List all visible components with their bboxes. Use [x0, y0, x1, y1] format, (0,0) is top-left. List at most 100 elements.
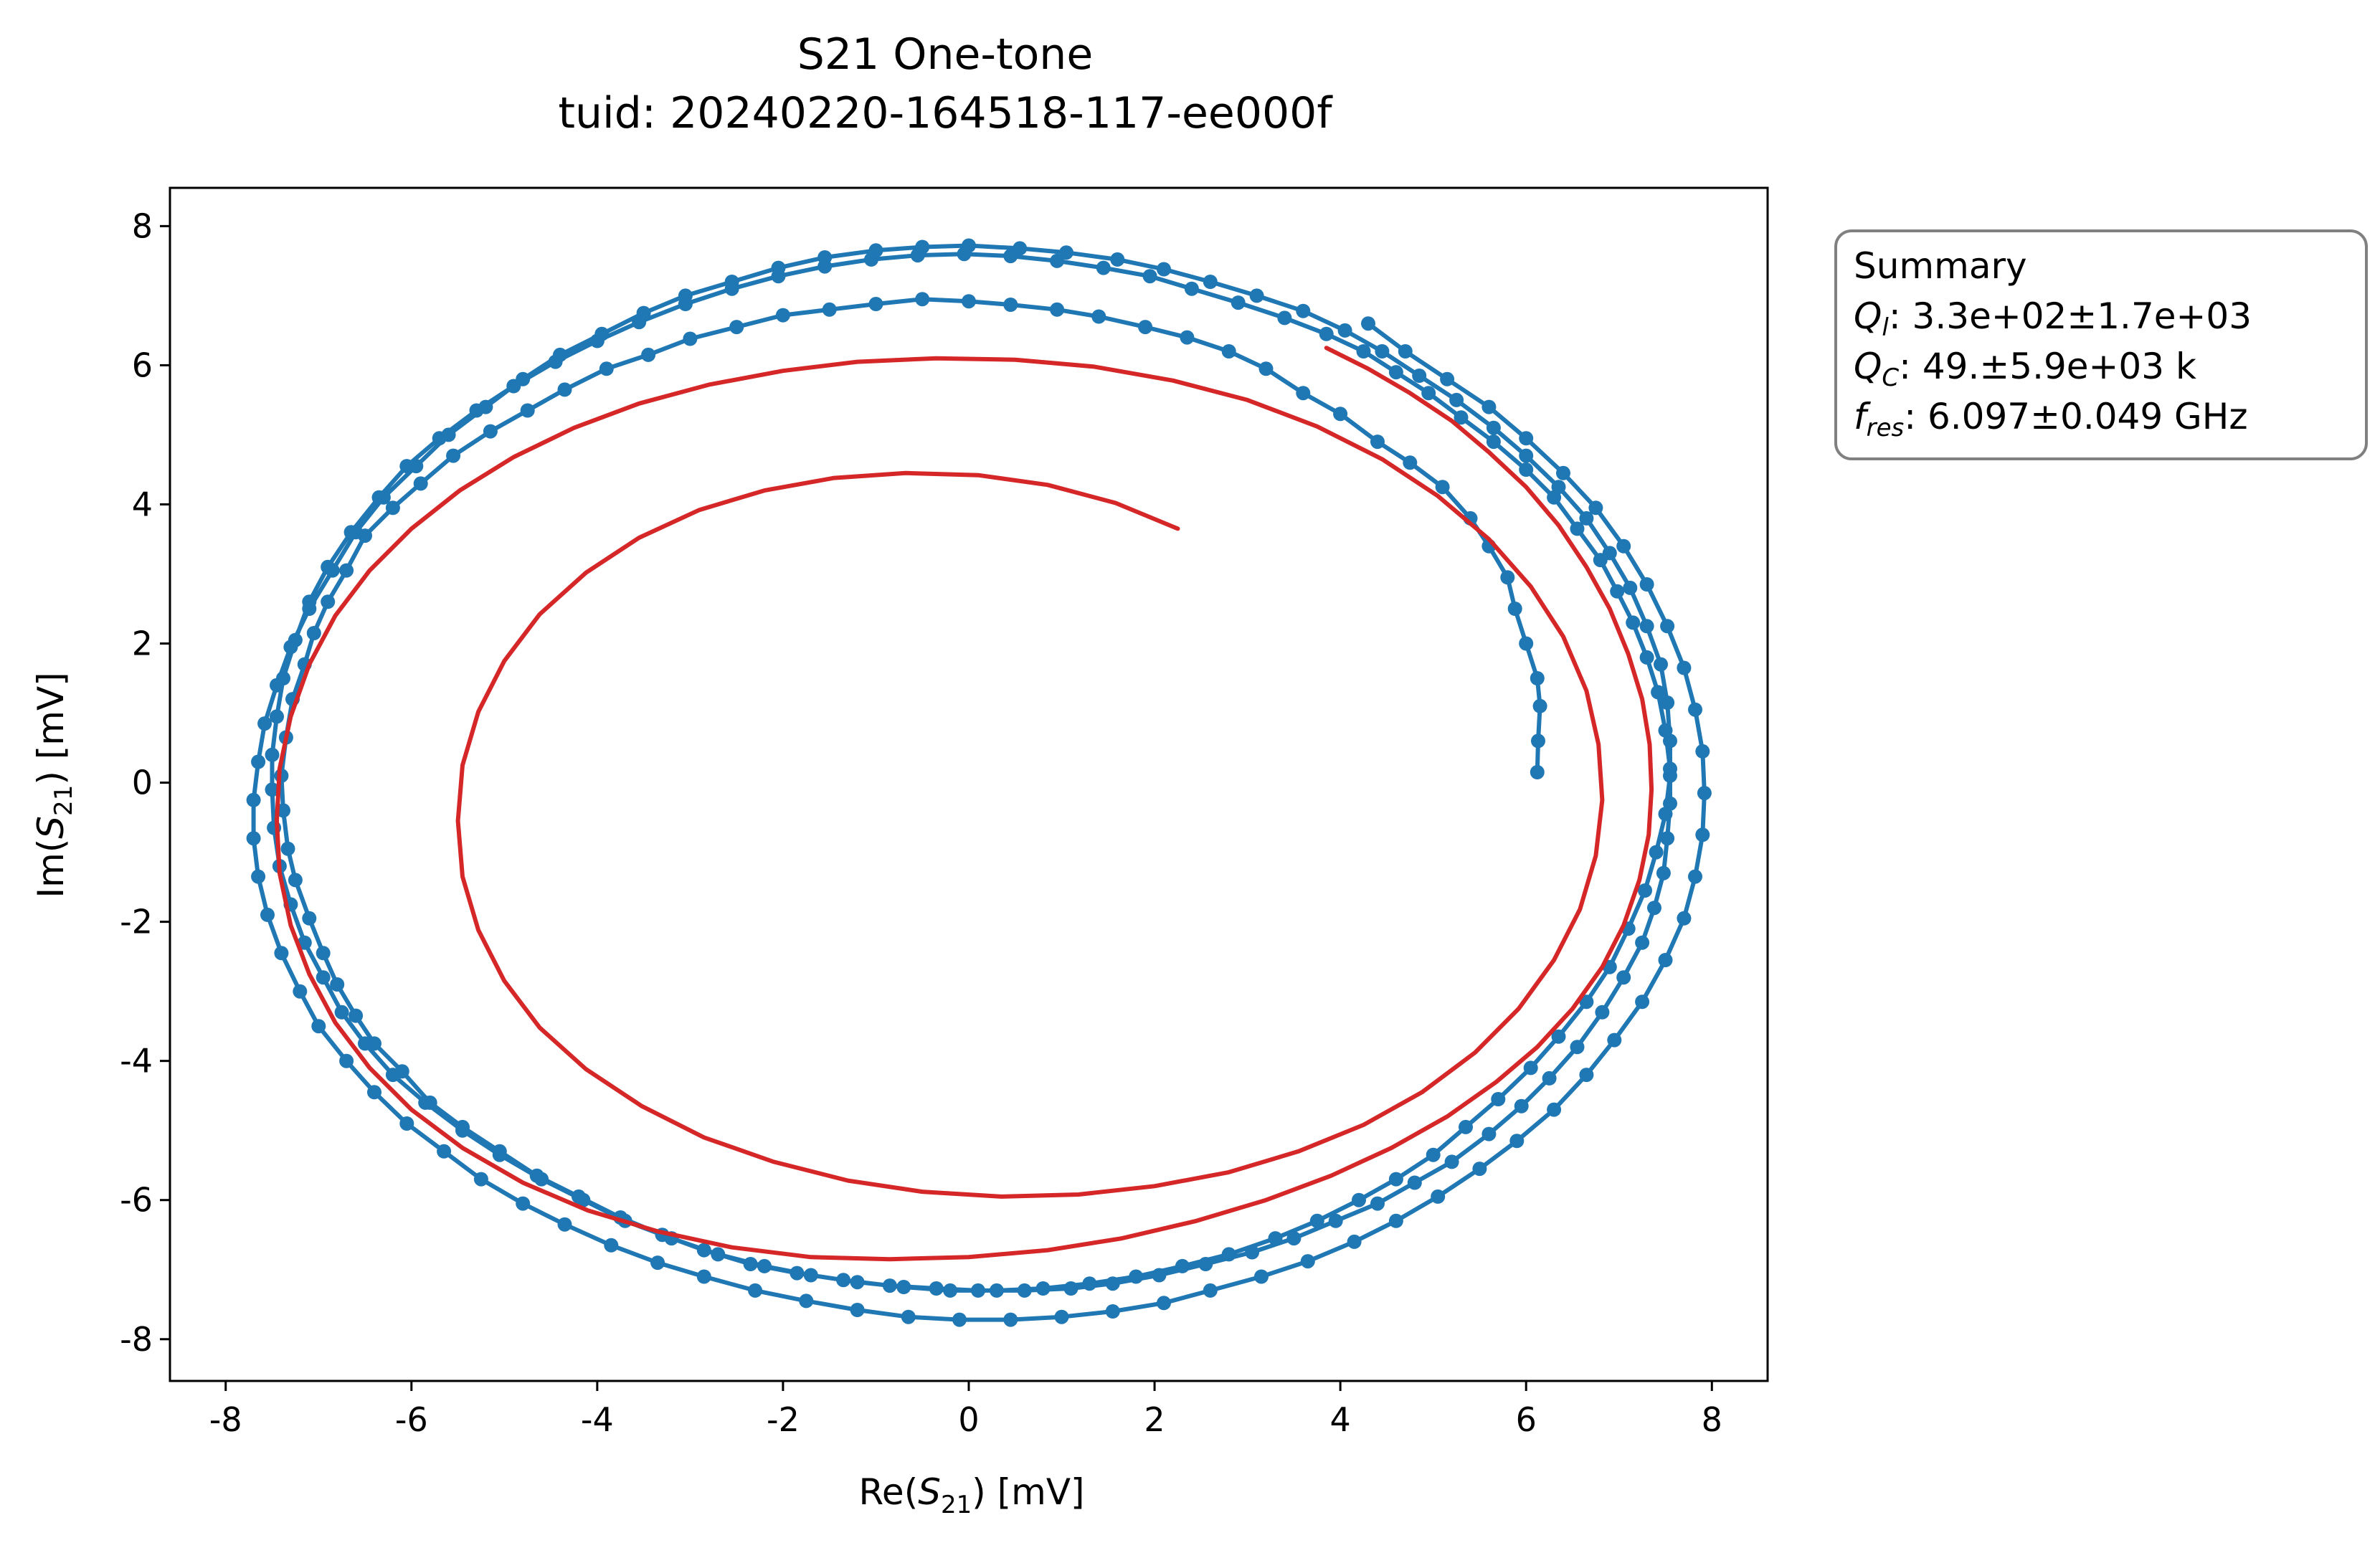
summary-line-fres: fres: 6.097±0.049 GHz — [1854, 396, 2248, 442]
data-point — [1407, 1175, 1422, 1190]
x-tick-label: 2 — [1144, 1400, 1165, 1439]
data-point — [1532, 698, 1547, 713]
data-point — [473, 1172, 488, 1187]
data-point — [260, 907, 275, 922]
data-point — [1328, 1213, 1343, 1228]
data-point — [757, 1258, 772, 1273]
data-point — [1507, 602, 1522, 616]
data-point — [1677, 660, 1692, 675]
data-point — [1198, 1257, 1213, 1271]
data-point — [1486, 420, 1501, 435]
data-point — [1403, 455, 1418, 470]
summary-heading: Summary — [1854, 245, 2027, 287]
series-layer — [246, 238, 1712, 1327]
data-point — [1509, 1134, 1525, 1149]
summary-line-qc: QC: 49.±5.9e+03 k — [1854, 346, 2196, 392]
data-point — [316, 946, 331, 961]
data-point — [1635, 935, 1650, 950]
x-tick-label: 8 — [1702, 1400, 1722, 1439]
data-point — [1059, 245, 1073, 260]
data-point — [641, 347, 656, 362]
data-point — [1388, 1213, 1403, 1228]
data-point — [1570, 521, 1585, 536]
summary-line-ql: Ql: 3.3e+02±1.7e+03 — [1854, 295, 2252, 342]
data-point — [1519, 636, 1534, 651]
data-point — [280, 841, 295, 856]
data-point — [316, 970, 331, 985]
data-point — [302, 911, 317, 926]
data-point — [385, 500, 400, 516]
data-point — [576, 1192, 591, 1207]
data-point — [1431, 1189, 1446, 1204]
chart-subtitle: tuid: 20240220-164518-117-ee000f — [559, 88, 1334, 138]
data-point — [1082, 1276, 1097, 1291]
data-point — [1519, 431, 1534, 446]
data-point — [1658, 807, 1673, 822]
data-point — [1660, 695, 1675, 710]
data-point — [1556, 465, 1570, 480]
data-point — [1530, 765, 1545, 779]
data-point — [413, 476, 428, 491]
x-tick-label: 0 — [958, 1400, 979, 1439]
fit-line — [275, 346, 1654, 1262]
data-point — [1588, 500, 1603, 516]
data-point — [1337, 323, 1352, 338]
data-point — [1660, 831, 1675, 846]
data-point — [915, 239, 930, 255]
data-point — [246, 831, 261, 846]
data-point — [1096, 260, 1111, 275]
data-point — [293, 984, 308, 999]
data-point — [1286, 1231, 1302, 1246]
data-point — [1063, 1281, 1078, 1296]
x-axis-label: Re(S21) [mV] — [858, 1471, 1084, 1519]
y-tick-label: -8 — [120, 1320, 153, 1359]
data-point — [1003, 298, 1018, 312]
data-point — [817, 250, 833, 265]
data-point — [553, 347, 567, 362]
data-point — [1309, 1213, 1324, 1228]
data-point — [1602, 546, 1617, 561]
data-point — [1459, 1119, 1473, 1134]
data-point — [1254, 1269, 1269, 1284]
data-point — [1610, 584, 1625, 599]
data-point — [1472, 1162, 1487, 1177]
data-point — [1003, 1312, 1018, 1327]
y-tick-label: 6 — [132, 346, 153, 384]
data-point — [743, 1257, 758, 1271]
data-point — [1454, 410, 1469, 425]
data-point — [1688, 702, 1702, 717]
data-point — [1639, 619, 1654, 634]
data-point — [1035, 1281, 1051, 1296]
data-point — [1663, 733, 1677, 749]
x-tick-label: 6 — [1516, 1400, 1537, 1439]
data-point — [1500, 570, 1515, 585]
data-point — [868, 243, 883, 258]
data-point — [418, 1095, 433, 1110]
data-point — [1623, 580, 1638, 595]
data-point — [1639, 577, 1654, 592]
data-point — [321, 594, 336, 609]
data-point — [636, 305, 651, 320]
data-point — [1347, 1234, 1362, 1249]
data-point — [274, 946, 289, 961]
data-point — [1656, 865, 1671, 880]
data-point — [1138, 320, 1153, 335]
data-point — [696, 1243, 711, 1258]
data-point — [455, 1123, 470, 1138]
data-point — [349, 525, 364, 540]
data-point — [790, 1266, 805, 1281]
data-point — [1333, 407, 1348, 422]
data-point — [1249, 288, 1264, 303]
data-point — [1677, 911, 1692, 926]
y-tick-label: -4 — [120, 1042, 153, 1081]
data-point — [1370, 1196, 1385, 1211]
data-point — [1013, 241, 1028, 256]
y-tick-label: 2 — [132, 625, 153, 663]
data-point — [339, 563, 354, 578]
data-point — [1542, 1070, 1557, 1086]
data-point — [901, 1309, 916, 1324]
data-point — [1523, 1060, 1538, 1075]
data-point — [1579, 511, 1594, 526]
x-tick-label: -8 — [209, 1400, 242, 1439]
data-point — [1519, 462, 1534, 477]
